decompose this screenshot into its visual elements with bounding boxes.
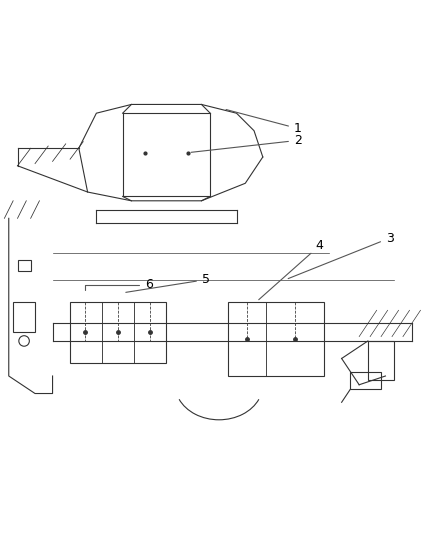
Text: 5: 5 [126,273,210,292]
Bar [70,302,166,363]
Text: 6: 6 [85,278,153,292]
Text: 4: 4 [259,239,324,300]
Bar [13,302,35,332]
Bar [228,302,324,376]
Text: 2: 2 [191,134,302,152]
Bar [350,372,381,389]
Bar [368,341,394,381]
Text: 1: 1 [226,110,302,135]
Bar [18,260,31,271]
Text: 3: 3 [288,231,394,279]
